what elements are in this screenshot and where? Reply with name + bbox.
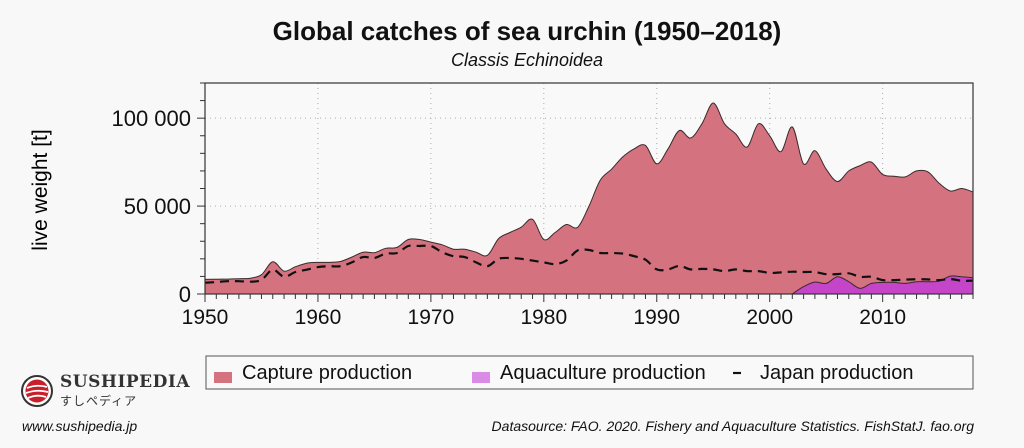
legend: Capture production Aquaculture production… [205,355,974,390]
capture-production-outline [204,102,974,280]
sushipedia-logo: Sushipedia すしペディア [20,372,190,409]
aquaculture-production-area [792,275,973,294]
x-tick-label: 1970 [408,306,455,329]
chart-subtitle: Classis Echinoidea [450,50,604,70]
sushi-logo-icon [21,374,53,407]
aquaculture-production-legend-label: Aquaculture production [500,362,706,384]
capture-production-area [205,103,973,294]
capture-production-legend-swatch [214,372,232,383]
y-tick-label: 50 000 [124,194,191,219]
capture-production-legend-label: Capture production [242,362,412,384]
japan-production-line [204,244,974,284]
x-tick-label: 1980 [520,306,567,329]
logo-name-jp: すしペディア [60,394,138,408]
japan-production-legend-label: Japan production [760,362,913,384]
y-tick-label: 100 000 [111,106,191,131]
x-tick-label: 2010 [859,306,906,329]
legend-frame [205,355,974,390]
logo-name: Sushipedia [60,372,191,392]
x-tick-label: 1990 [633,306,680,329]
chart-title: Global catches of sea urchin (1950–2018) [272,16,782,46]
y-tick-label: 0 [179,282,191,307]
x-tick-label: 1960 [295,306,342,329]
website-url[interactable]: www.sushipedia.jp [22,418,138,434]
y-axis-label: live weight [t] [29,129,52,250]
aquaculture-production-legend-swatch [472,372,490,383]
data-source: Datasource: FAO. 2020. Fishery and Aquac… [491,418,974,434]
x-tick-label: 2000 [746,306,793,329]
x-tick-label: 1950 [182,306,229,329]
